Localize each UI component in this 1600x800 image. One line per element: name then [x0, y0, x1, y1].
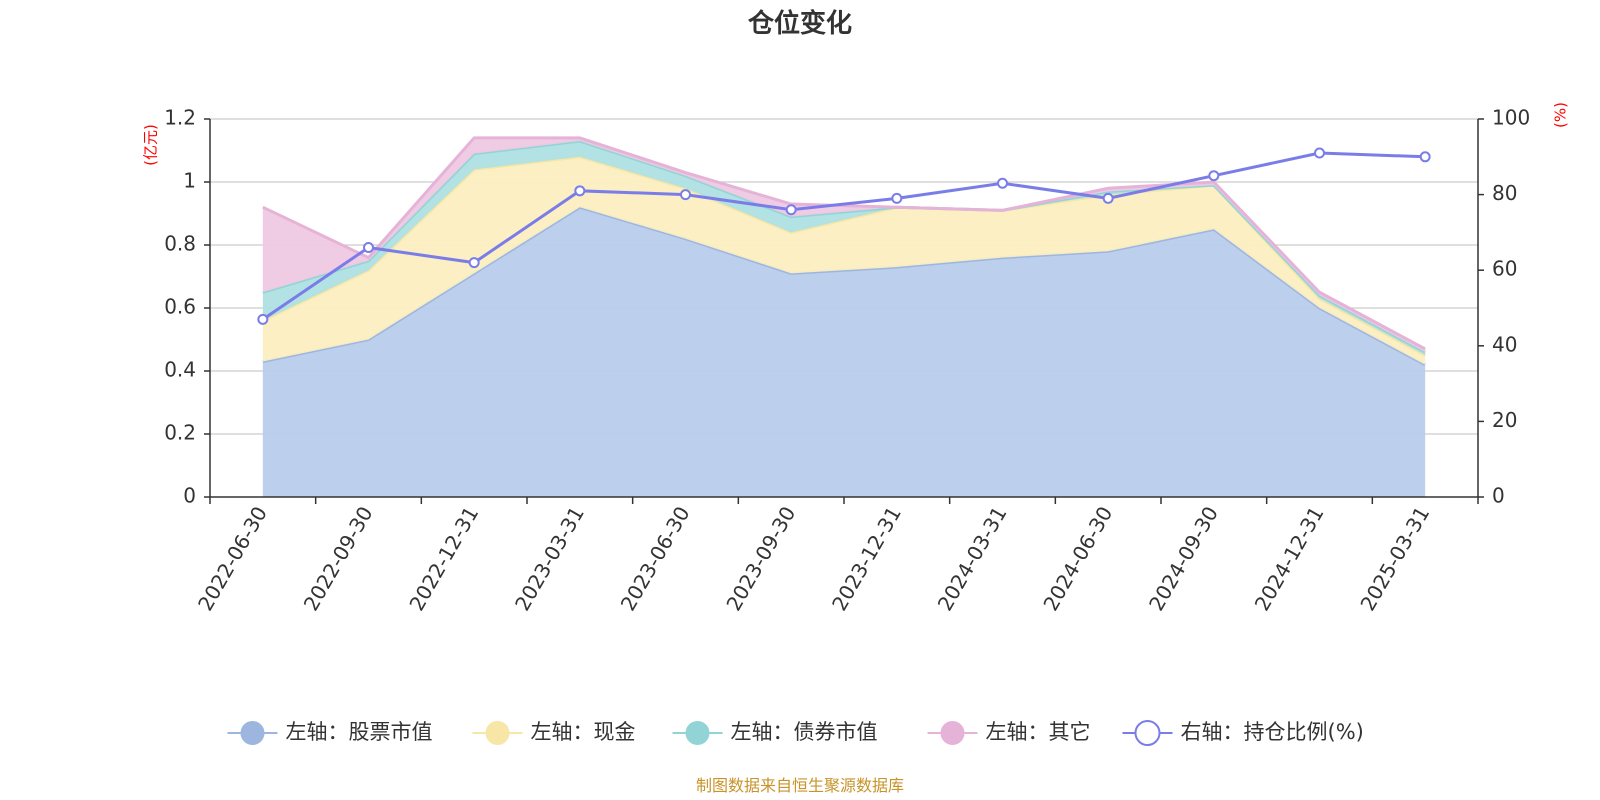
area-series-edge-0: [262, 205, 1426, 367]
ratio-point: [1102, 192, 1114, 204]
x-axis-tick-label: 2024-09-30: [1144, 502, 1223, 615]
left-axis-tick-label: 1: [183, 169, 196, 193]
left-axis-tick-label: 1.2: [164, 106, 196, 130]
legend-marker: [940, 721, 965, 745]
x-axis-tick-label: 2023-12-31: [827, 502, 906, 615]
left-axis-tick-label: 0.8: [164, 232, 196, 256]
right-axis-tick-label: 40: [1492, 332, 1517, 356]
ratio-point: [1208, 170, 1220, 182]
ratio-point: [363, 242, 374, 254]
legend-item-2[interactable]: 左轴：债券市值: [672, 720, 878, 745]
x-axis-tick-label: 2022-09-30: [299, 502, 378, 615]
legend-marker: [485, 721, 510, 745]
ratio-point: [257, 313, 269, 325]
x-axis-tick-label: 2023-03-31: [510, 502, 589, 615]
legend-item-1[interactable]: 左轴：现金: [472, 720, 636, 745]
right-axis-tick-label: 60: [1492, 257, 1517, 281]
area-series-edge-2: [262, 139, 1426, 354]
x-axis-tick-label: 2024-03-31: [933, 502, 1012, 615]
legend-label: 左轴：现金: [531, 720, 636, 744]
x-axis-tick-label: 2022-06-30: [193, 502, 272, 615]
legend-item-4[interactable]: 右轴：持仓比例(%): [1122, 720, 1364, 746]
x-axis-tick-label: 2024-06-30: [1038, 502, 1117, 615]
ratio-point: [891, 192, 903, 204]
stacked-areas: [262, 136, 1426, 497]
legend-label: 左轴：其它: [986, 720, 1091, 744]
right-axis-tick-label: 80: [1492, 181, 1517, 205]
x-axis-tick-label: 2022-12-31: [404, 502, 483, 615]
legend-item-3[interactable]: 左轴：其它: [927, 720, 1091, 745]
holding-ratio-line: [257, 147, 1431, 325]
ratio-line-path: [261, 151, 1426, 321]
ratio-point: [468, 257, 480, 269]
legend-item-0[interactable]: 左轴：股票市值: [227, 720, 433, 745]
left-axis-tick-label: 0: [183, 484, 196, 508]
legend: 左轴：股票市值 左轴：现金 左轴：债券市值 左轴：其它 右轴：持仓比例(%): [227, 720, 1364, 746]
ratio-point: [574, 185, 586, 197]
legend-label: 右轴：持仓比例(%): [1181, 720, 1364, 744]
legend-label: 左轴：债券市值: [731, 720, 878, 744]
x-axis-tick-label: 2024-12-31: [1250, 502, 1329, 615]
left-axis-unit: (亿元): [142, 124, 160, 166]
legend-marker: [240, 721, 265, 745]
right-axis-tick-label: 100: [1492, 106, 1530, 130]
data-source-note: 制图数据来自恒生聚源数据库: [696, 776, 904, 795]
right-axis-tick-label: 0: [1492, 484, 1505, 508]
area-series-edge-3: [262, 136, 1426, 351]
ratio-point: [997, 177, 1008, 189]
chart-title: 仓位变化: [747, 8, 852, 39]
ratio-point: [785, 204, 797, 216]
ratio-point: [1314, 147, 1325, 159]
right-axis-unit: (%): [1552, 102, 1570, 128]
x-axis-tick-label: 2023-06-30: [616, 502, 695, 615]
ratio-point: [1419, 151, 1431, 163]
legend-marker: [685, 721, 710, 745]
area-series-0: [262, 207, 1426, 497]
x-axis-tick-label: 2025-03-31: [1355, 502, 1434, 615]
legend-label: 左轴：股票市值: [286, 720, 433, 744]
left-axis-tick-label: 0.6: [164, 295, 196, 319]
legend-marker: [1134, 720, 1161, 746]
right-axis-tick-label: 20: [1492, 408, 1517, 432]
left-axis-tick-label: 0.4: [164, 358, 196, 382]
left-axis-tick-label: 0.2: [164, 421, 196, 445]
x-axis-tick-label: 2023-09-30: [721, 502, 800, 615]
ratio-point: [680, 189, 691, 201]
